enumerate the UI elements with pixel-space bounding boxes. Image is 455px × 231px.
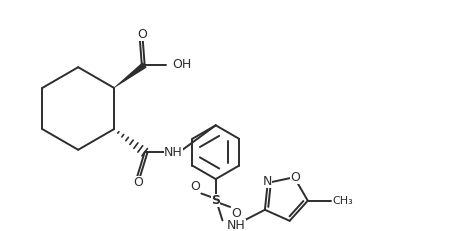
Text: CH₃: CH₃ (333, 196, 354, 206)
Text: S: S (211, 194, 220, 207)
Text: NH: NH (164, 146, 183, 159)
Text: O: O (231, 207, 241, 220)
Text: N: N (263, 175, 273, 188)
Text: O: O (290, 171, 300, 184)
Text: O: O (137, 27, 147, 41)
Text: O: O (133, 176, 143, 189)
Polygon shape (114, 62, 147, 88)
Text: O: O (191, 180, 201, 193)
Text: NH: NH (227, 219, 246, 231)
Text: OH: OH (172, 58, 192, 71)
